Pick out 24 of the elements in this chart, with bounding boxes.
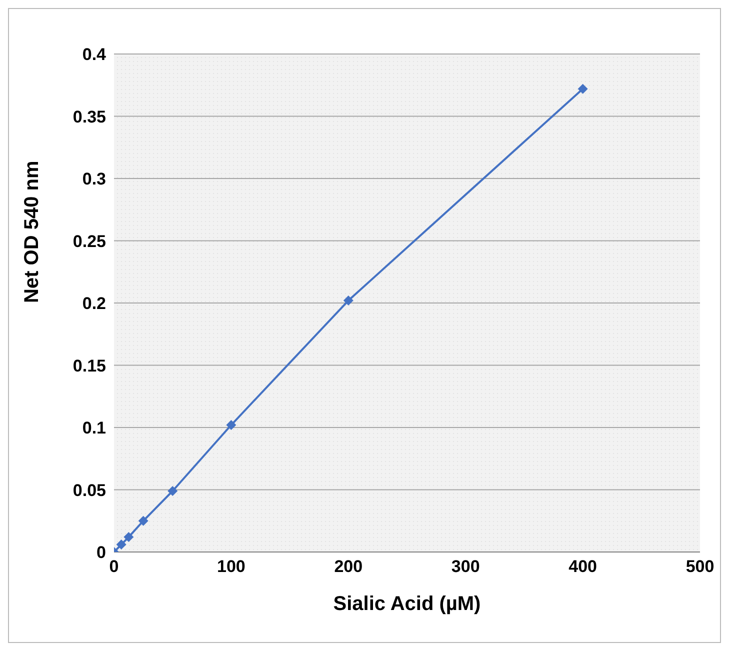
y-tick-label: 0.05 [72,480,106,500]
y-tick-label: 0.25 [72,232,106,251]
x-tick-label: 200 [334,557,363,576]
point [343,296,354,306]
y-tick-label: 0.1 [82,418,106,438]
y-tick-label: 0.3 [82,170,106,189]
point [578,84,588,94]
point [124,532,134,542]
point [138,516,148,526]
x-tick-label: 300 [451,557,480,576]
point [226,420,236,430]
y-tick-label: 0.35 [72,107,106,126]
point [168,486,178,496]
x-tick-label: 500 [686,557,714,576]
y-tick-label: 0.2 [82,294,106,314]
x-tick-label: 400 [568,557,597,576]
y-axis-title: Net OD 540 nm [21,160,44,303]
x-axis-title: Sialic Acid (µM) [333,593,481,615]
y-tick-label: 0 [96,543,106,562]
y-tick-label: 0.4 [82,45,107,64]
x-tick-label: 0 [109,557,119,576]
point [116,540,126,550]
y-tick-label: 0.15 [72,356,106,376]
x-tick-label: 100 [217,557,246,576]
